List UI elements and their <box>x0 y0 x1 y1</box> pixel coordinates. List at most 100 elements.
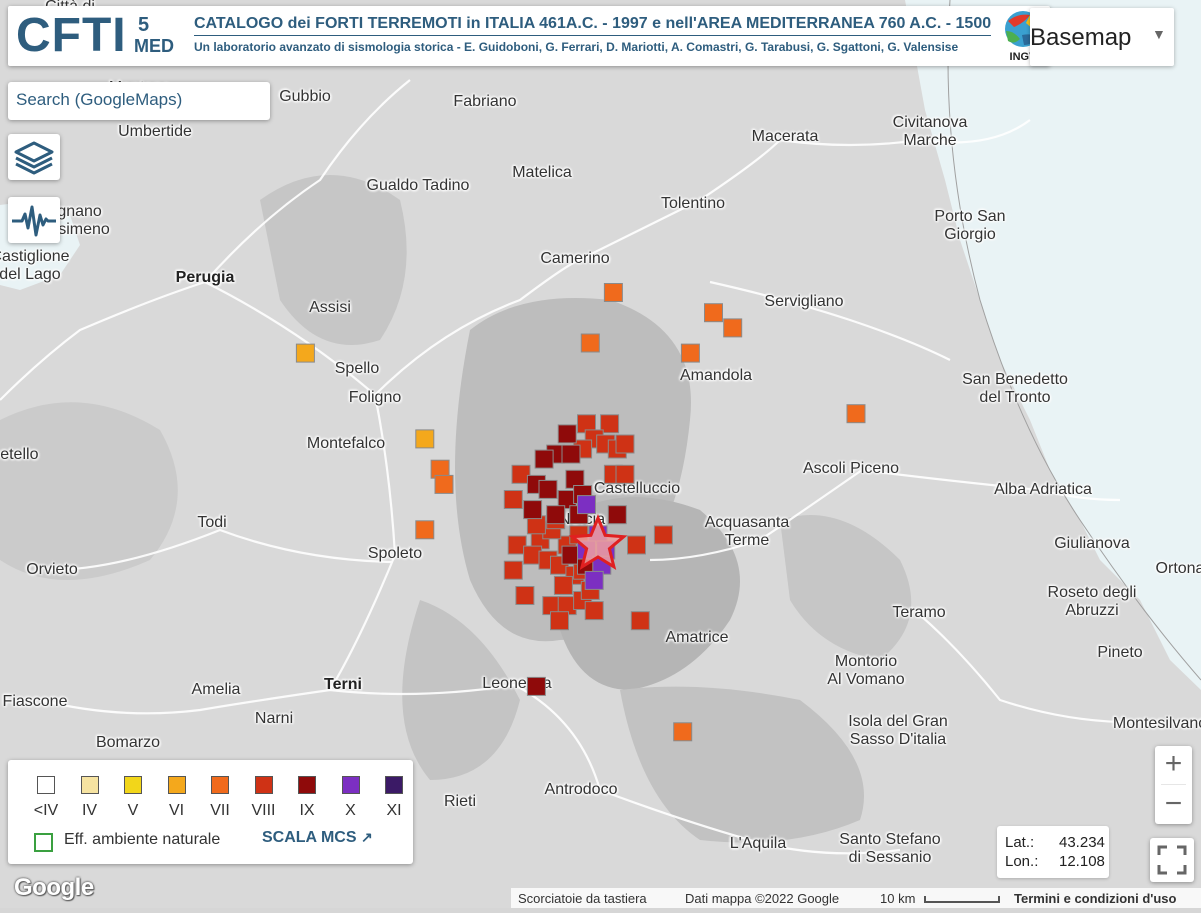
place-label: San Benedetto del Tronto <box>962 371 1068 406</box>
intensity-marker[interactable] <box>577 495 596 515</box>
legend-item: X <box>331 776 371 820</box>
mcs-scale-label: SCALA MCS <box>262 829 357 846</box>
intensity-marker[interactable] <box>603 283 623 302</box>
legend-label: VII <box>210 802 230 819</box>
place-label: Castelluccio <box>593 480 681 497</box>
intensity-marker[interactable] <box>584 570 604 590</box>
place-label: Alba Adriatica <box>994 481 1092 498</box>
fullscreen-button[interactable] <box>1150 838 1194 882</box>
intensity-marker[interactable] <box>523 500 543 520</box>
intensity-marker[interactable] <box>553 575 573 595</box>
place-label: Matelica <box>512 164 572 181</box>
intensity-marker[interactable] <box>526 676 546 696</box>
intensity-marker[interactable] <box>600 414 620 434</box>
place-label: Assisi <box>309 299 351 316</box>
intensity-marker[interactable] <box>680 343 700 363</box>
intensity-marker[interactable] <box>557 424 577 444</box>
legend-swatch <box>341 776 360 794</box>
place-label: Porto San Giorgio <box>934 208 1006 243</box>
place-label: Civitanova Marche <box>892 114 968 149</box>
legend-label: VI <box>168 802 185 819</box>
intensity-marker[interactable] <box>415 429 435 449</box>
intensity-marker[interactable] <box>630 611 650 631</box>
intensity-marker[interactable] <box>561 444 581 464</box>
intensity-marker[interactable] <box>511 464 531 484</box>
keyboard-shortcuts-link[interactable]: Scorciatoie da tastiera <box>518 891 647 906</box>
basemap-selector[interactable]: Basemap ▼ <box>1030 8 1174 66</box>
place-label: Rieti <box>443 793 477 810</box>
lat-value: 43.234 <box>1059 834 1105 851</box>
epicenter-star-icon[interactable] <box>568 514 628 571</box>
legend-swatch <box>167 776 186 794</box>
legend-label: X <box>345 802 356 819</box>
zoom-out-button[interactable]: − <box>1164 787 1183 820</box>
place-label: Orbetello <box>0 446 39 463</box>
seismogram-button[interactable] <box>8 197 60 243</box>
legend-item: IV <box>70 776 110 820</box>
app-header: CFTI 5 MED CATALOGO dei FORTI TERREMOTI … <box>8 6 1050 66</box>
place-label: Fiascone <box>2 693 68 710</box>
legend-swatch <box>37 776 55 794</box>
cfti-logo: CFTI <box>16 9 127 62</box>
intensity-marker[interactable] <box>580 333 600 353</box>
intensity-marker[interactable] <box>704 303 723 323</box>
intensity-marker[interactable] <box>538 479 558 499</box>
place-label: Montefalco <box>306 435 386 452</box>
seismogram-icon <box>12 205 56 237</box>
intensity-marker[interactable] <box>415 520 435 540</box>
zoom-control: + − <box>1155 746 1192 824</box>
place-label: Camerino <box>540 250 610 267</box>
intensity-marker[interactable] <box>515 586 535 605</box>
mcs-scale-link[interactable]: SCALA MCS ↗ <box>262 829 373 847</box>
intensity-marker[interactable] <box>723 318 743 338</box>
lon-label: Lon.: <box>1005 853 1039 870</box>
intensity-marker[interactable] <box>546 505 566 525</box>
intensity-marker[interactable] <box>503 560 523 580</box>
cfti-logo-version: 5 <box>138 14 150 36</box>
google-logo[interactable]: Google <box>14 874 94 901</box>
search-input[interactable] <box>8 82 270 118</box>
intensity-marker[interactable] <box>503 490 523 509</box>
intensity-marker[interactable] <box>615 434 635 454</box>
intensity-marker[interactable] <box>434 474 454 494</box>
place-label: Santo Stefano di Sessanio <box>839 831 941 866</box>
place-label: Castiglionedel Lago <box>0 248 70 283</box>
intensity-marker[interactable] <box>673 722 693 742</box>
place-label: Todi <box>197 514 227 531</box>
lon-value: 12.108 <box>1059 853 1105 870</box>
intensity-marker[interactable] <box>653 525 673 545</box>
place-label: Montesilvano <box>1112 715 1201 732</box>
place-label: Bomarzo <box>95 734 161 751</box>
place-label: Giulianova <box>1054 535 1130 552</box>
map-data-link[interactable]: Dati mappa ©2022 Google <box>685 891 840 906</box>
legend-label: IX <box>299 802 315 819</box>
intensity-marker[interactable] <box>534 449 554 469</box>
place-label: Fabriano <box>453 93 517 110</box>
search-box[interactable] <box>8 82 270 120</box>
intensity-marker[interactable] <box>295 343 315 363</box>
intensity-marker[interactable] <box>627 535 646 555</box>
legend-label: V <box>127 802 139 819</box>
zoom-in-button[interactable]: + <box>1164 747 1183 780</box>
place-label: Roseto degli Abruzzi <box>1047 584 1137 619</box>
terms-link[interactable]: Termini e condizioni d'uso <box>1014 891 1177 906</box>
page-subtitle: Un laboratorio avanzato di sismologia st… <box>194 40 959 54</box>
legend-swatch <box>80 776 99 794</box>
intensity-marker[interactable] <box>615 464 635 484</box>
layers-button[interactable] <box>8 134 60 180</box>
place-label: Teramo <box>892 604 946 621</box>
scale-bar <box>924 896 1000 903</box>
place-label: Umbertide <box>118 123 192 140</box>
legend-item: XI <box>374 776 414 820</box>
external-link-icon: ↗ <box>360 829 373 845</box>
intensity-marker[interactable] <box>607 505 627 525</box>
intensity-marker[interactable] <box>846 404 866 424</box>
place-label: Ascoli Piceno <box>802 460 900 477</box>
intensity-marker[interactable] <box>550 611 569 631</box>
intensity-marker[interactable] <box>507 535 527 555</box>
legend-item: VI <box>157 776 197 820</box>
intensity-marker[interactable] <box>584 601 604 621</box>
place-label: Foligno <box>348 389 402 406</box>
